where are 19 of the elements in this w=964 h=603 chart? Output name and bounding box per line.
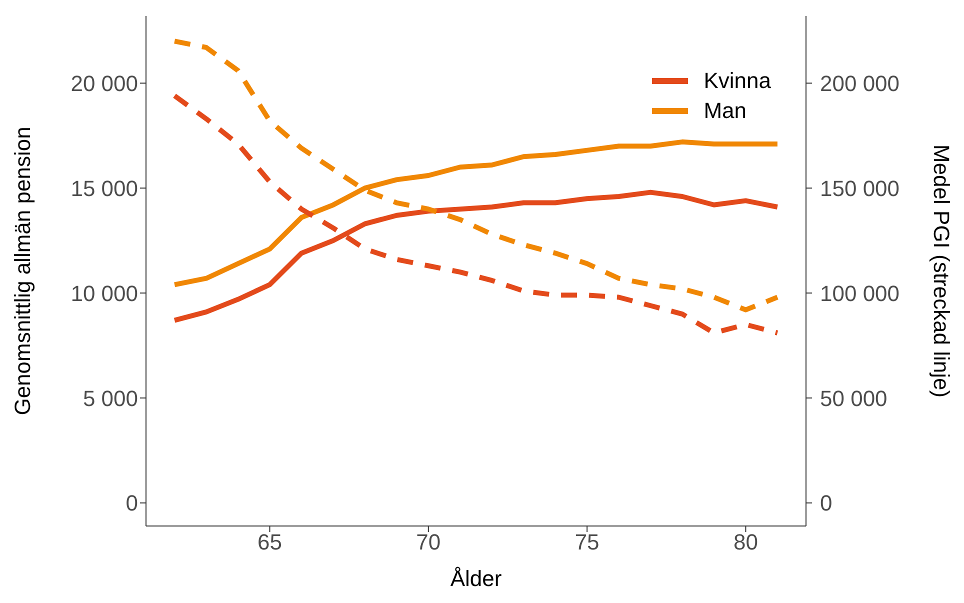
y-tick-label: 0 (126, 490, 138, 516)
legend-label: Kvinna (704, 68, 771, 94)
x-tick-label: 75 (574, 530, 600, 555)
y2-tick-label: 100 000 (820, 280, 900, 306)
y-tick-label: 15 000 (70, 176, 138, 201)
legend-label: Man (704, 98, 747, 124)
x-tick-label: 65 (258, 530, 282, 555)
y2-tick-label: 0 (820, 490, 832, 516)
y-tick-label: 20 000 (70, 70, 138, 96)
y-tick-label: 5 000 (82, 386, 138, 411)
x-tick-label: 80 (733, 530, 758, 555)
x-axis-title: Ålder (450, 566, 502, 591)
y-tick-label: 10 000 (70, 280, 138, 306)
y2-axis-title: Medel PGI (streckad linje) (929, 144, 954, 398)
y2-tick-label: 50 000 (820, 386, 888, 411)
y2-tick-label: 150 000 (820, 176, 900, 201)
y-axis-title: Genomsnittlig allmän pension (10, 126, 35, 416)
y2-tick-label: 200 000 (820, 70, 900, 96)
x-tick-label: 70 (416, 530, 441, 555)
